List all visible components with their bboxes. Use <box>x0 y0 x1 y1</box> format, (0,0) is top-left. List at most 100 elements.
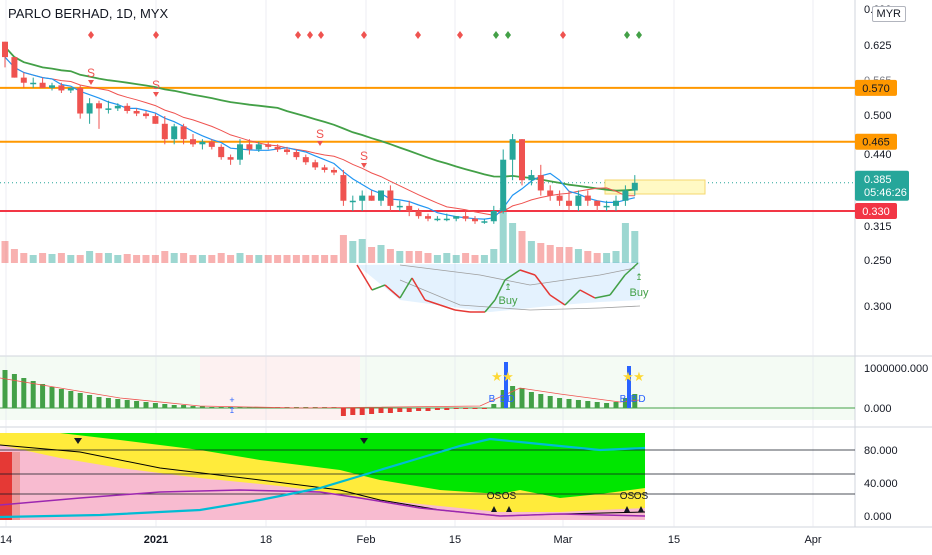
momentum-bar <box>528 392 534 408</box>
candle-body <box>255 144 262 150</box>
supply-zone-box <box>604 179 706 195</box>
volume-bar <box>330 255 338 263</box>
momentum-bar <box>303 407 309 408</box>
buy-arrow: ↥ <box>504 282 512 292</box>
star-icon: ★ <box>491 369 503 384</box>
candle-body <box>396 205 403 208</box>
signal-diamond <box>636 31 642 39</box>
signal-diamond <box>361 31 367 39</box>
plus-marker: + <box>229 395 234 405</box>
currency-button[interactable]: MYR <box>871 6 906 22</box>
momentum-bar <box>491 404 497 408</box>
volume-bar <box>415 251 423 263</box>
ma-red-line <box>4 56 635 216</box>
osc-up-marker <box>506 506 512 512</box>
momentum-bar <box>604 403 610 408</box>
momentum-bar <box>190 406 196 408</box>
momentum-bar <box>21 378 27 408</box>
candle-body <box>537 175 544 191</box>
osc-up-marker <box>638 506 644 512</box>
candle-body <box>566 200 572 206</box>
x-tick-label: 15 <box>668 534 680 546</box>
candle-body <box>161 123 168 140</box>
momentum-bar <box>68 391 74 408</box>
candle-body <box>575 195 582 206</box>
x-tick-label: 2021 <box>144 534 168 546</box>
sell-signal-arrow <box>88 80 94 85</box>
osc-annotation: OS <box>620 491 635 502</box>
candle-body <box>237 144 243 160</box>
volume-bar <box>537 243 545 263</box>
candle-body <box>425 216 431 219</box>
momentum-bar <box>115 399 121 408</box>
osc-purple-line <box>0 489 646 517</box>
volume-bar <box>612 251 620 263</box>
last-price-tag <box>855 170 909 201</box>
star-icon: ★ <box>633 369 645 384</box>
momentum-bar <box>387 408 393 413</box>
volume-bar <box>452 255 460 263</box>
momentum-bar <box>585 401 591 408</box>
momentum-bar <box>359 408 365 415</box>
momentum-bar <box>538 394 544 408</box>
volume-bar <box>349 241 357 263</box>
momentum-bar <box>594 402 600 408</box>
level-price-tag <box>855 79 897 96</box>
candle-body <box>2 41 8 58</box>
price-tick-label: 0.440 <box>864 149 892 161</box>
candle-body <box>453 216 460 219</box>
osc-red-bar-light <box>12 452 20 520</box>
volume-bar <box>490 249 498 263</box>
x-tick-label: 18 <box>260 534 272 546</box>
momentum-bar <box>218 407 224 408</box>
volume-bar <box>358 239 366 263</box>
momentum-bar <box>463 408 469 409</box>
volume-bar <box>405 251 413 263</box>
price-tick-label: 0.625 <box>864 40 892 52</box>
chart-title: PARLO BERHAD, 1D, MYX <box>8 6 169 21</box>
volume-bar <box>170 253 178 263</box>
momentum-bar <box>613 402 619 408</box>
candle-body <box>490 211 497 222</box>
candle-body <box>77 87 84 114</box>
osc-axis-label: 80.000 <box>864 445 898 457</box>
volume-bar <box>57 253 65 263</box>
momentum-bar <box>228 407 234 408</box>
momentum-bar <box>444 408 450 410</box>
candle-body <box>462 216 469 219</box>
volume-bar <box>556 247 564 263</box>
candle-body <box>96 103 102 109</box>
candle-body <box>133 110 140 114</box>
sell-signal-arrow <box>153 92 159 97</box>
oscillator-segment <box>371 284 386 291</box>
x-tick-label: Mar <box>554 534 573 546</box>
momentum-annotation: B <box>631 394 638 405</box>
candle-body <box>302 157 309 163</box>
volume-bar <box>499 208 507 263</box>
candle-body <box>613 200 619 206</box>
momentum-bar <box>143 402 149 408</box>
volume-bar <box>631 231 639 263</box>
x-tick-label: 15 <box>449 534 461 546</box>
volume-bar <box>311 255 319 263</box>
momentum-bar <box>519 388 525 408</box>
candle-body <box>152 116 159 124</box>
candle-body <box>39 82 46 88</box>
oscillator-segment <box>534 274 551 296</box>
candle-body <box>472 218 478 222</box>
momentum-bar <box>340 408 346 416</box>
osc-annotation: OS <box>634 491 649 502</box>
momentum-bar <box>566 399 572 408</box>
candle-body <box>387 190 394 206</box>
volume-bar <box>527 241 535 263</box>
candle-body <box>199 141 206 145</box>
volume-bar <box>377 245 385 263</box>
oscillator-segment <box>384 284 401 299</box>
sell-signal-label: S <box>152 78 160 92</box>
candle-body <box>406 205 413 211</box>
momentum-bar <box>481 408 487 409</box>
volume-bar <box>339 235 347 263</box>
osc-cyan-line <box>0 437 646 519</box>
oscillator-segment <box>439 304 456 311</box>
